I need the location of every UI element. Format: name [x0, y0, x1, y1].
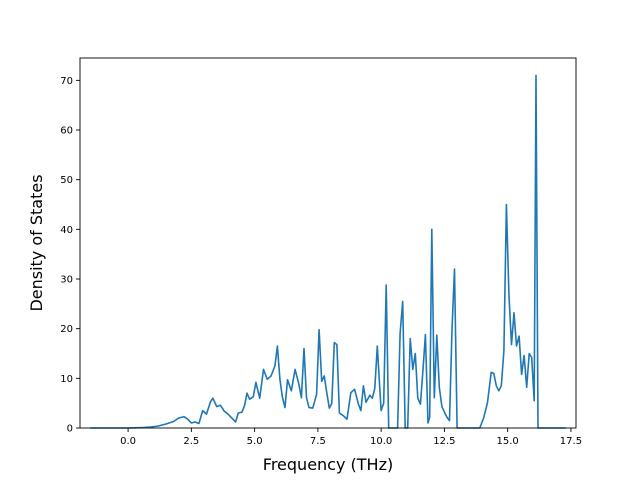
x-tick-label: 10.0 — [370, 436, 392, 447]
y-axis-label: Density of States — [27, 174, 46, 311]
y-tick-label: 70 — [60, 76, 73, 87]
y-tick-label: 10 — [60, 374, 73, 385]
y-tick-label: 0 — [67, 424, 73, 435]
x-tick-label: 12.5 — [433, 436, 455, 447]
x-tick-label: 17.5 — [560, 436, 582, 447]
x-tick-label: 2.5 — [183, 436, 199, 447]
dos-series-line — [90, 74, 566, 429]
x-tick-label: 5.0 — [247, 436, 263, 447]
x-axis-ticks: 0.0 2.5 5.0 7.5 10.0 12.5 15.0 17.5 — [120, 428, 582, 447]
x-axis-label: Frequency (THz) — [263, 455, 393, 474]
x-tick-label: 0.0 — [120, 436, 136, 447]
y-tick-label: 50 — [60, 175, 73, 186]
plot-area — [80, 58, 576, 428]
axes-frame — [79, 57, 577, 429]
y-axis-ticks: 0 10 20 30 40 50 60 70 — [60, 76, 80, 435]
y-tick-label: 20 — [60, 324, 73, 335]
x-tick-label: 7.5 — [310, 436, 326, 447]
y-tick-label: 30 — [60, 275, 73, 286]
y-tick-label: 60 — [60, 126, 73, 137]
x-tick-label: 15.0 — [497, 436, 519, 447]
y-tick-label: 40 — [60, 225, 73, 236]
